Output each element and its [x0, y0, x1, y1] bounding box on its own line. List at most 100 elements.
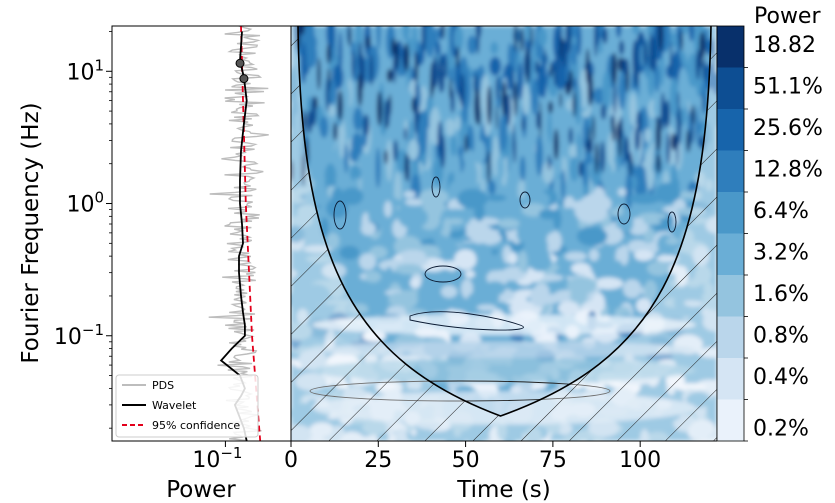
power-blob: [549, 140, 555, 154]
power-blob: [488, 180, 496, 195]
colorbar-bin: [717, 316, 744, 359]
power-blob: [476, 304, 497, 312]
power-streak: [568, 127, 573, 145]
power-streak: [556, 49, 560, 70]
legend-confidence-label: 95% confidence: [152, 419, 240, 432]
power-blob: [628, 193, 661, 205]
power-blob: [625, 170, 633, 210]
power-blob: [644, 128, 652, 143]
power-streak: [613, 80, 617, 115]
colorbar-label: 1.6%: [753, 282, 809, 307]
power-blob: [570, 43, 578, 66]
time-tick-label: 50: [452, 448, 480, 473]
power-blob: [341, 187, 364, 205]
power-blob: [364, 70, 370, 84]
power-blob: [454, 153, 461, 194]
power-blob: [402, 26, 410, 41]
power-blob: [365, 271, 382, 283]
power-blob: [375, 147, 381, 188]
power-blob: [634, 249, 653, 261]
power-streak: [505, 93, 511, 126]
power-blob: [300, 42, 307, 84]
power-streak: [520, 27, 524, 53]
contour: [617, 203, 631, 225]
power-streak: [386, 68, 393, 83]
power-blob: [680, 26, 689, 35]
power-blob: [591, 292, 606, 313]
power-streak: [594, 142, 599, 175]
power-streak: [514, 26, 518, 52]
power-blob: [654, 64, 660, 93]
power-blob: [656, 255, 679, 263]
power-streak: [299, 26, 305, 35]
contour: [424, 265, 462, 283]
power-blob: [469, 217, 500, 226]
power-blob: [515, 168, 521, 185]
power-streak: [553, 65, 558, 87]
power-streak: [594, 26, 598, 58]
colorbar-label: 25.6%: [753, 116, 823, 141]
power-blob: [478, 261, 508, 271]
power-streak: [415, 79, 418, 111]
power-streak: [677, 91, 680, 108]
power-blob: [524, 26, 532, 42]
power-streak: [385, 98, 390, 128]
power-streak: [660, 92, 665, 131]
colorbar-bin: [717, 233, 744, 276]
power-blob: [582, 157, 588, 187]
colorbar-bin: [717, 67, 744, 110]
power-streak: [664, 99, 670, 128]
power-band: [312, 341, 696, 359]
legend-box: [115, 374, 259, 438]
power-streak: [637, 110, 642, 133]
power-streak: [357, 72, 363, 107]
time-tick-label: 100: [619, 448, 661, 473]
power-blob: [448, 181, 457, 201]
power-blob: [602, 70, 611, 110]
power-blob: [576, 26, 582, 56]
power-blob: [622, 279, 642, 299]
power-blob: [529, 139, 535, 171]
power-blob: [632, 26, 640, 35]
time-x-ticks: 0 25 50 75 100: [284, 441, 661, 473]
power-blob: [541, 55, 547, 99]
power-blob: [384, 200, 392, 218]
time-tick-label: 0: [284, 448, 298, 473]
power-blob: [576, 132, 582, 162]
power-blob: [386, 139, 393, 182]
colorbar-bin: [717, 358, 744, 400]
power-streak: [702, 58, 706, 81]
power-blob: [334, 162, 342, 185]
colorbar-bin: [717, 150, 744, 193]
power-blob: [328, 104, 336, 117]
power-blob: [617, 187, 627, 197]
colorbar-bin: [717, 26, 744, 68]
power-blob: [539, 209, 558, 220]
power-streak: [317, 57, 321, 91]
power-blob: [324, 163, 337, 187]
power-blob: [401, 253, 429, 267]
power-blob: [647, 261, 670, 276]
power-blob: [407, 139, 419, 161]
power-blob: [618, 71, 627, 110]
power-streak: [616, 122, 622, 145]
power-blob: [557, 301, 580, 316]
power-streak: [619, 40, 625, 56]
power-blob: [579, 68, 588, 109]
power-blob: [529, 286, 549, 307]
power-blob: [425, 26, 435, 58]
power-streak: [326, 43, 331, 64]
power-streak: [391, 38, 396, 56]
power-blob: [593, 277, 624, 290]
power-blob: [305, 40, 310, 66]
power-blob: [440, 285, 458, 299]
power-streak: [602, 27, 608, 44]
power-streak: [585, 48, 590, 84]
power-blob: [359, 253, 377, 271]
colorbar-labels: 18.82 51.1% 25.6% 12.8% 6.4% 3.2% 1.6% 0.8% 0.4%…: [744, 33, 823, 442]
power-blob: [571, 262, 591, 275]
power-blob: [629, 92, 637, 126]
power-blob: [620, 210, 634, 233]
power-blob: [385, 266, 394, 286]
left-y-ticks: 101 100 10−1: [54, 31, 112, 429]
